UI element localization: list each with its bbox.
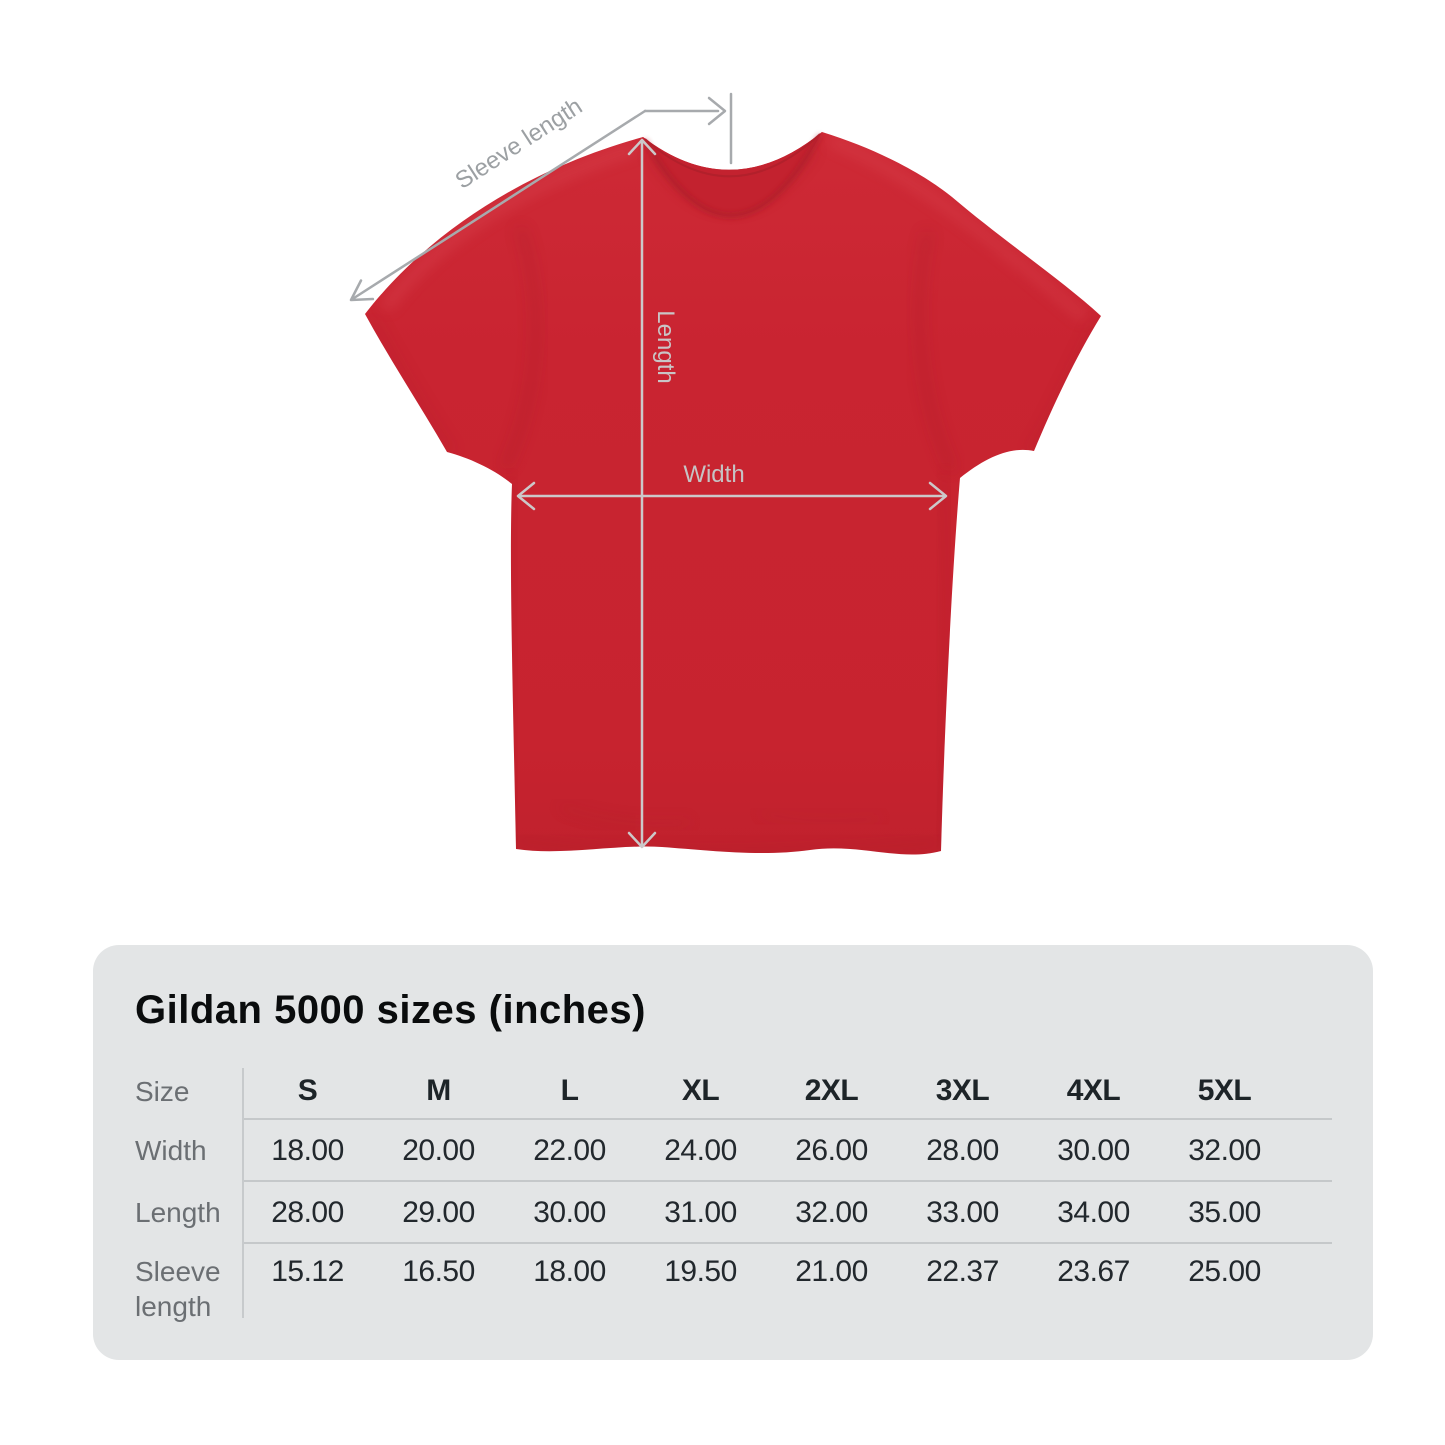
width-value: 22.00 xyxy=(533,1133,606,1167)
width-value: 28.00 xyxy=(926,1133,999,1167)
width-value: 20.00 xyxy=(402,1133,475,1167)
row-label-sleeve-length: Sleeve length xyxy=(135,1256,221,1322)
width-label: Width xyxy=(683,461,744,488)
sleeve-length-value: 23.67 xyxy=(1057,1255,1130,1288)
table-row-length: Length 28.00 29.00 30.00 31.00 32.00 33.… xyxy=(135,1182,1332,1242)
row-label-width: Width xyxy=(135,1134,207,1166)
sizes-table: Size S M L XL 2XL 3XL 4XL 5XL Width 18.0… xyxy=(135,1064,1332,1328)
table-row-sleeve-length: Sleeve length 15.12 16.50 18.00 19.50 21… xyxy=(135,1244,1332,1328)
length-value: 31.00 xyxy=(664,1195,737,1229)
sleeve-length-value: 15.12 xyxy=(271,1255,344,1288)
row-label-length: Length xyxy=(135,1196,221,1228)
width-value: 24.00 xyxy=(664,1133,737,1167)
length-value: 32.00 xyxy=(795,1195,868,1229)
width-arrow xyxy=(516,481,948,511)
width-value: 32.00 xyxy=(1188,1133,1261,1167)
sleeve-length-value: 18.00 xyxy=(533,1255,606,1288)
column-header-3xl: 3XL xyxy=(935,1074,990,1107)
table-vertical-divider xyxy=(242,1068,244,1318)
column-header-s: S xyxy=(297,1074,318,1107)
length-value: 34.00 xyxy=(1057,1195,1130,1229)
sleeve-length-value: 21.00 xyxy=(795,1255,868,1288)
column-header-2xl: 2XL xyxy=(804,1074,859,1107)
table-row-width: Width 18.00 20.00 22.00 24.00 26.00 28.0… xyxy=(135,1120,1332,1180)
width-value: 30.00 xyxy=(1057,1133,1130,1167)
table-header-row: Size S M L XL 2XL 3XL 4XL 5XL xyxy=(135,1064,1332,1118)
measurement-diagram: Sleeve length Length Width xyxy=(349,92,1101,855)
size-chart-panel: Gildan 5000 sizes (inches) Size S M L XL… xyxy=(93,945,1373,1360)
table-divider xyxy=(242,1118,1332,1120)
sleeve-length-value: 22.37 xyxy=(926,1255,999,1288)
length-arrow xyxy=(627,138,657,849)
size-chart-title: Gildan 5000 sizes (inches) xyxy=(135,988,646,1032)
column-header-l: L xyxy=(560,1074,579,1107)
width-value: 26.00 xyxy=(795,1133,868,1167)
length-value: 30.00 xyxy=(533,1195,606,1229)
sleeve-length-value: 25.00 xyxy=(1188,1255,1261,1288)
sleeve-length-arrow xyxy=(349,96,727,302)
column-header-xl: XL xyxy=(681,1074,720,1107)
table-divider xyxy=(242,1242,1332,1244)
length-value: 29.00 xyxy=(402,1195,475,1229)
sleeve-length-value: 19.50 xyxy=(664,1255,737,1288)
length-value: 33.00 xyxy=(926,1195,999,1229)
sleeve-length-value: 16.50 xyxy=(402,1255,475,1288)
column-header-5xl: 5XL xyxy=(1197,1074,1252,1107)
column-header-4xl: 4XL xyxy=(1066,1074,1121,1107)
length-value: 28.00 xyxy=(271,1195,344,1229)
tshirt-graphic xyxy=(365,132,1101,855)
length-value: 35.00 xyxy=(1188,1195,1261,1229)
length-label: Length xyxy=(652,310,679,383)
width-value: 18.00 xyxy=(271,1133,344,1167)
table-divider xyxy=(242,1180,1332,1182)
table-corner-label: Size xyxy=(135,1075,190,1107)
tshirt-collar xyxy=(643,132,822,217)
tshirt-diagram-svg: Sleeve length Length Width xyxy=(349,92,1101,855)
column-header-m: M xyxy=(426,1074,451,1107)
